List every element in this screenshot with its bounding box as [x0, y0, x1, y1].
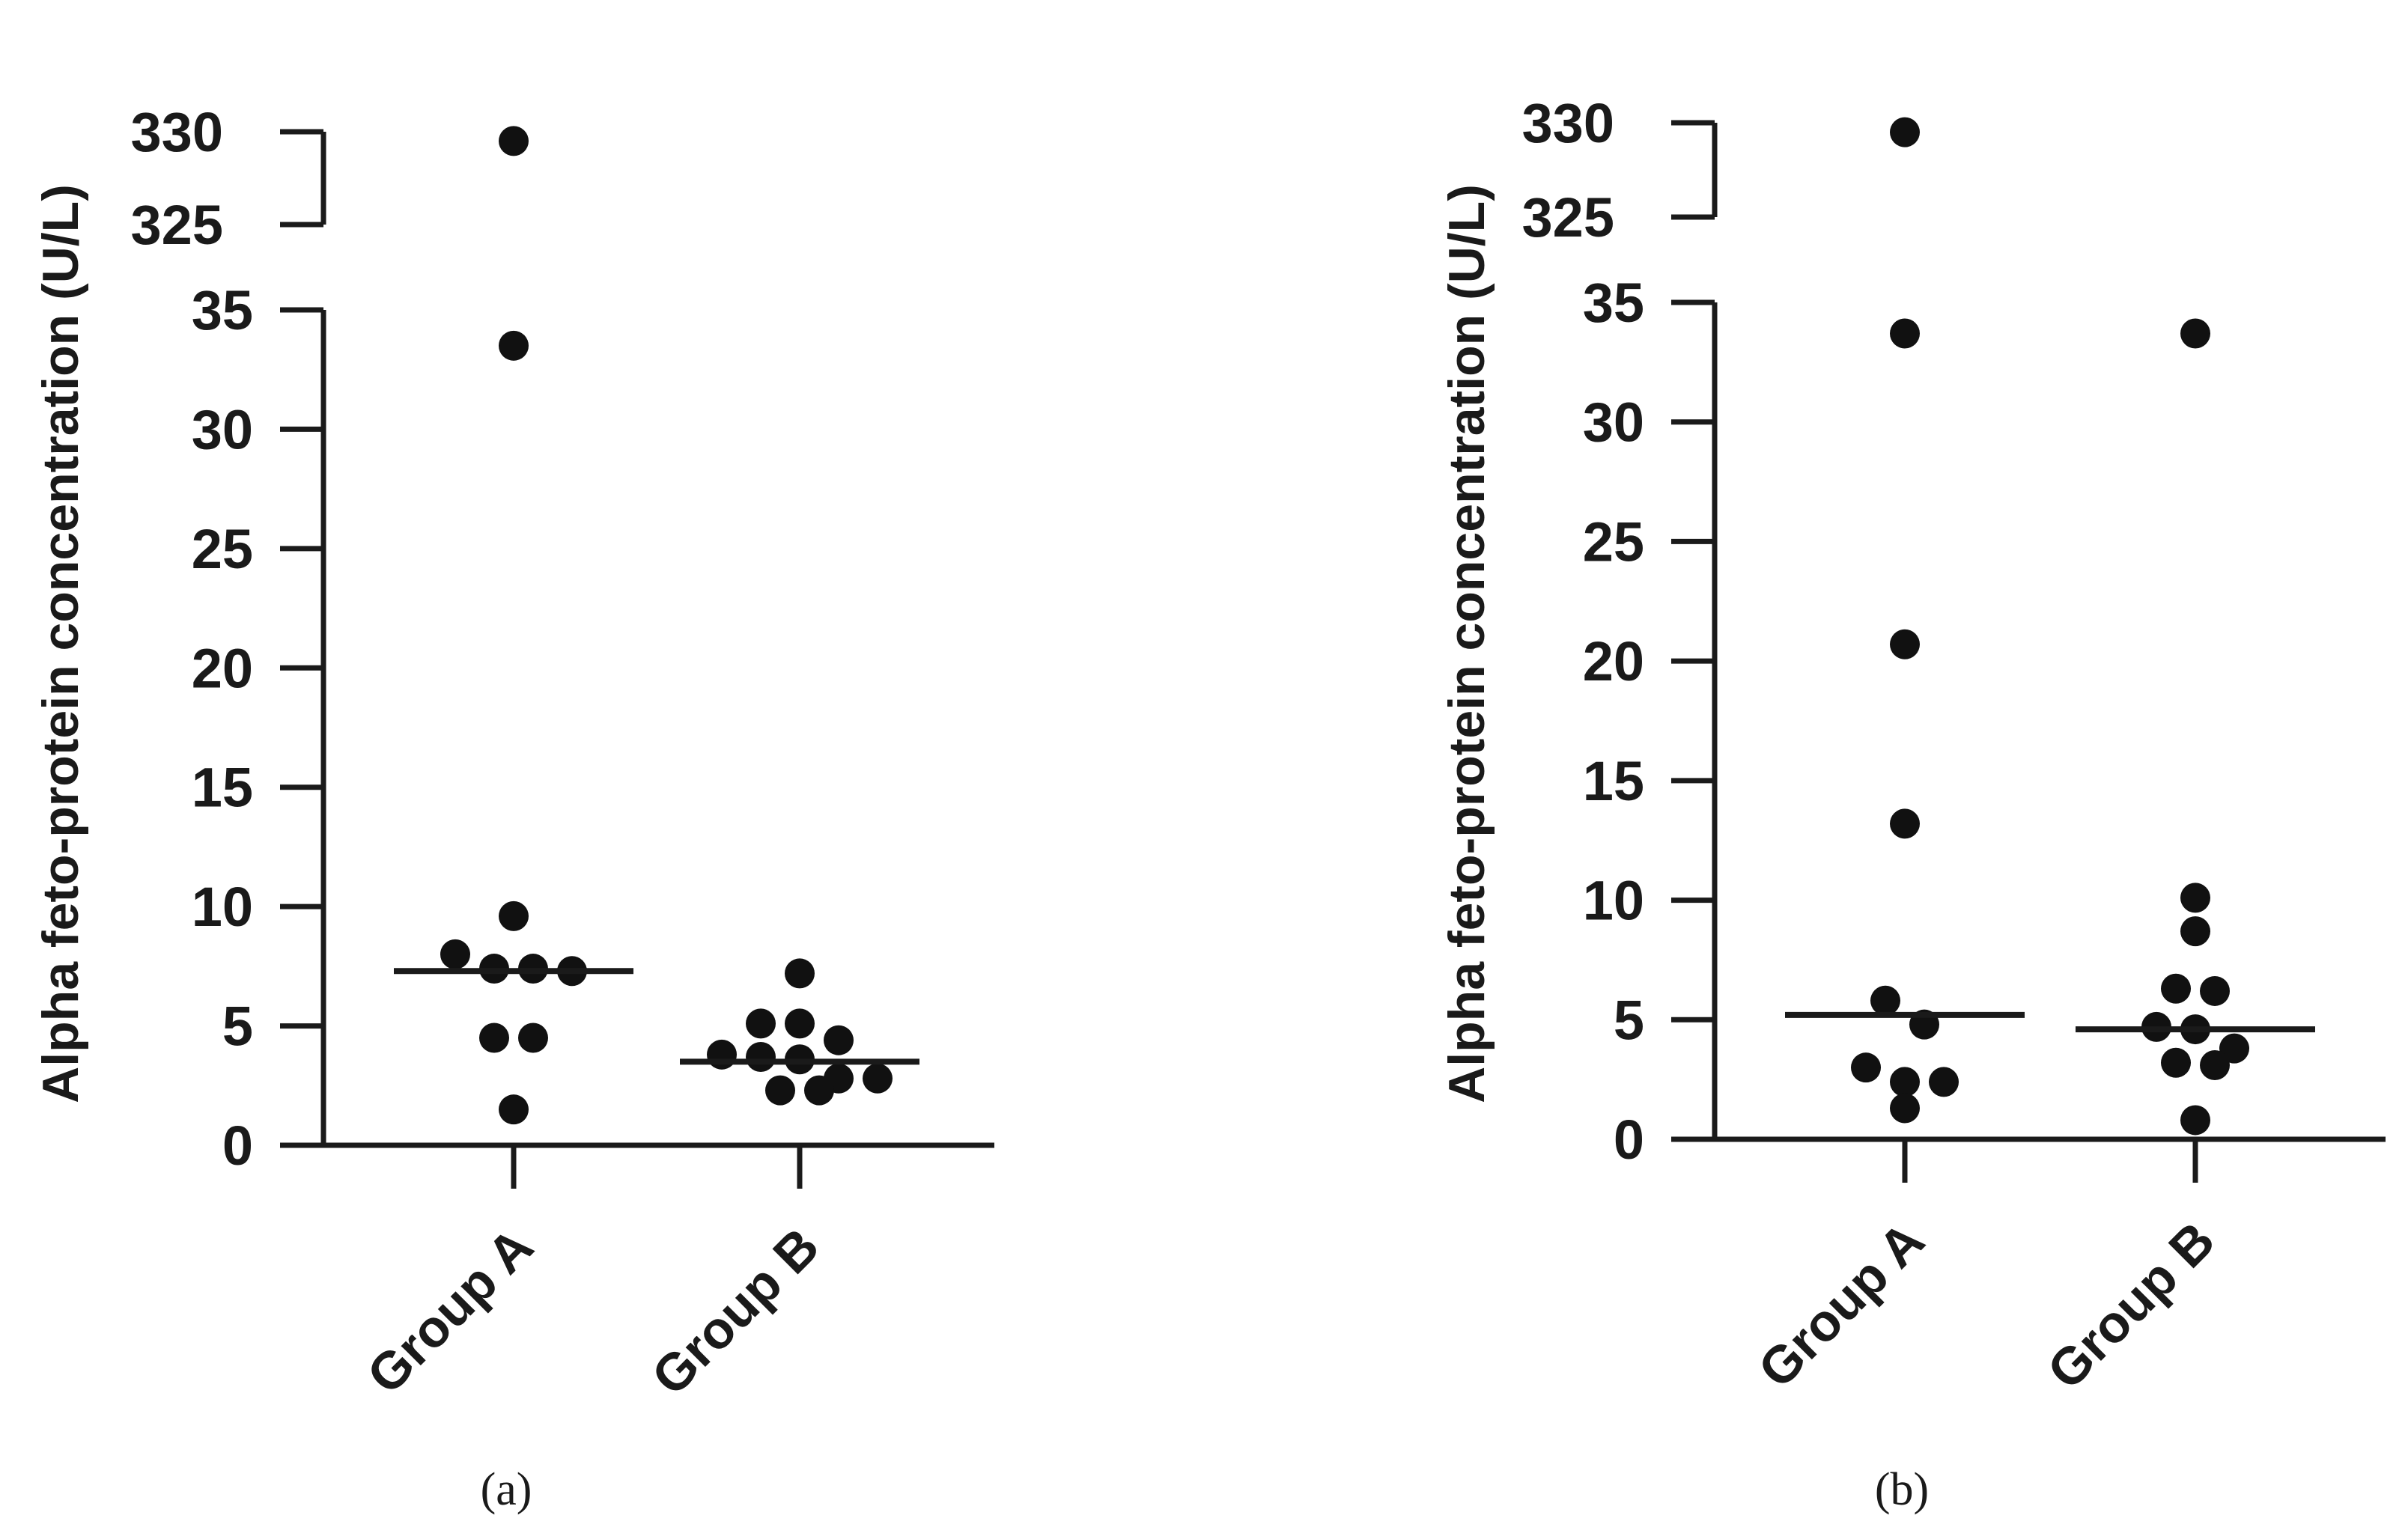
data-point	[499, 330, 529, 361]
data-point	[863, 1063, 893, 1094]
y-tick-label: 330	[1522, 92, 1614, 154]
y-tick-label: 10	[1583, 870, 1644, 932]
data-point	[2161, 1047, 2191, 1078]
data-point	[804, 1075, 834, 1106]
data-point	[1890, 1093, 1920, 1124]
data-point	[499, 900, 529, 931]
y-tick-label: 15	[192, 757, 253, 819]
data-point	[2219, 1033, 2249, 1064]
data-point	[479, 1023, 509, 1053]
data-point	[2180, 883, 2210, 913]
data-point	[746, 1042, 776, 1073]
x-category-label: Group B	[2036, 1210, 2225, 1400]
data-point	[1890, 117, 1920, 147]
x-category-label: Group A	[356, 1216, 544, 1404]
data-point	[499, 126, 529, 156]
data-point	[746, 1008, 776, 1039]
y-tick-label: 325	[1522, 186, 1614, 249]
data-point	[785, 958, 815, 989]
y-tick-label: 5	[1614, 989, 1644, 1051]
chart-panel-a: 0 5 10 15 20 25 30 35 325 330 Group A Group B Alpha …	[32, 101, 994, 1407]
chart-panel-b: 0 5 10 15 20 25 30 35 325 330 Group A Group B Alpha …	[1438, 92, 2386, 1401]
data-point	[707, 1039, 737, 1070]
y-tick-label: 30	[192, 398, 253, 460]
y-tick-label: 330	[131, 101, 223, 163]
data-point	[2180, 1105, 2210, 1136]
panel-label-a: (a)	[481, 1464, 532, 1515]
data-point	[1870, 985, 1900, 1016]
y-tick-label: 20	[1583, 630, 1644, 692]
y-tick-label: 0	[1614, 1109, 1644, 1171]
x-category-label: Group B	[640, 1216, 830, 1406]
data-point	[785, 1008, 815, 1039]
y-axis-title: Alpha feto-protein concentration (U/L)	[1438, 184, 1495, 1103]
data-point	[1851, 1052, 1881, 1083]
y-tick-label: 5	[222, 996, 253, 1058]
y-tick-label: 325	[131, 194, 223, 256]
data-point	[1929, 1067, 1959, 1097]
y-tick-label: 35	[192, 279, 253, 341]
y-axis-title: Alpha feto-protein concentration (U/L)	[32, 184, 89, 1103]
y-tick-label: 25	[1583, 511, 1644, 573]
data-point	[1890, 808, 1920, 839]
data-point	[2180, 916, 2210, 947]
y-tick-label: 20	[192, 637, 253, 699]
data-point	[1890, 629, 1920, 659]
data-point	[765, 1075, 795, 1106]
y-tick-label: 0	[222, 1115, 253, 1177]
y-tick-label: 25	[192, 518, 253, 580]
data-point	[440, 939, 470, 969]
panel-label-b: (b)	[1875, 1464, 1929, 1515]
y-axis-lower	[320, 310, 994, 1148]
y-tick-label: 10	[192, 876, 253, 938]
data-point	[2161, 973, 2191, 1004]
data-point	[2180, 318, 2210, 349]
y-tick-label: 15	[1583, 750, 1644, 812]
data-point	[824, 1025, 854, 1055]
data-point	[2200, 1049, 2230, 1080]
y-tick-label: 30	[1583, 391, 1644, 454]
data-point	[1890, 318, 1920, 349]
x-category-label: Group A	[1747, 1210, 1935, 1398]
data-point	[499, 1094, 529, 1125]
data-point	[2200, 975, 2230, 1006]
data-point	[518, 1023, 548, 1053]
y-tick-label: 35	[1583, 272, 1644, 334]
data-point	[1890, 1067, 1920, 1097]
